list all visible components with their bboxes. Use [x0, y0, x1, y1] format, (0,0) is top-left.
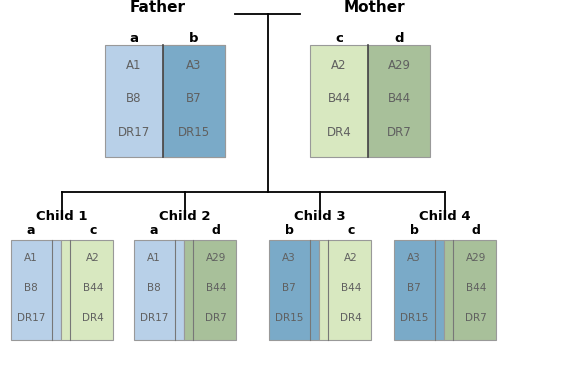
Text: DR4: DR4	[327, 126, 351, 139]
Text: Child 4: Child 4	[419, 209, 471, 223]
Text: A1: A1	[126, 59, 142, 72]
Text: d: d	[212, 224, 221, 236]
Text: DR4: DR4	[82, 313, 104, 323]
Text: B44: B44	[341, 283, 362, 293]
Text: B7: B7	[407, 283, 421, 293]
Text: A3: A3	[282, 253, 296, 263]
FancyBboxPatch shape	[105, 45, 225, 157]
Text: DR7: DR7	[205, 313, 227, 323]
Text: A3: A3	[407, 253, 421, 263]
Text: A1: A1	[24, 253, 38, 263]
FancyBboxPatch shape	[394, 240, 444, 340]
Text: DR7: DR7	[387, 126, 411, 139]
Text: Mother: Mother	[343, 0, 405, 15]
Text: a: a	[27, 224, 35, 236]
Text: d: d	[472, 224, 481, 236]
FancyBboxPatch shape	[368, 45, 430, 157]
FancyBboxPatch shape	[269, 240, 319, 340]
FancyBboxPatch shape	[61, 240, 113, 340]
Text: c: c	[90, 224, 97, 236]
Text: B44: B44	[466, 283, 486, 293]
FancyBboxPatch shape	[134, 240, 184, 340]
Text: DR17: DR17	[118, 126, 150, 139]
Text: DR15: DR15	[275, 313, 303, 323]
Text: b: b	[190, 31, 199, 45]
Text: DR17: DR17	[17, 313, 45, 323]
Text: d: d	[394, 31, 404, 45]
Text: c: c	[347, 224, 355, 236]
Text: A2: A2	[331, 59, 347, 72]
Text: B44: B44	[83, 283, 103, 293]
FancyBboxPatch shape	[310, 45, 368, 157]
Text: A1: A1	[147, 253, 161, 263]
Text: A2: A2	[86, 253, 100, 263]
FancyBboxPatch shape	[184, 240, 236, 340]
Text: B8: B8	[147, 283, 161, 293]
Text: Child 2: Child 2	[159, 209, 211, 223]
Text: Child 3: Child 3	[294, 209, 346, 223]
Text: B44: B44	[387, 92, 411, 105]
Text: DR17: DR17	[140, 313, 168, 323]
FancyBboxPatch shape	[319, 240, 371, 340]
Text: DR15: DR15	[178, 126, 210, 139]
Text: a: a	[130, 31, 139, 45]
Text: B8: B8	[24, 283, 38, 293]
Text: A29: A29	[206, 253, 226, 263]
Text: A29: A29	[466, 253, 486, 263]
Text: b: b	[409, 224, 418, 236]
Text: B7: B7	[186, 92, 202, 105]
FancyBboxPatch shape	[444, 240, 496, 340]
Text: b: b	[285, 224, 293, 236]
Text: B8: B8	[126, 92, 142, 105]
Text: c: c	[335, 31, 343, 45]
Text: A3: A3	[186, 59, 202, 72]
Text: A29: A29	[387, 59, 411, 72]
Text: a: a	[150, 224, 158, 236]
Text: Child 1: Child 1	[36, 209, 88, 223]
FancyBboxPatch shape	[11, 240, 61, 340]
Text: DR7: DR7	[465, 313, 487, 323]
Text: A2: A2	[345, 253, 358, 263]
FancyBboxPatch shape	[163, 45, 225, 157]
Text: B7: B7	[282, 283, 296, 293]
Text: DR4: DR4	[340, 313, 362, 323]
Text: B44: B44	[206, 283, 226, 293]
Text: DR15: DR15	[400, 313, 428, 323]
Text: Father: Father	[129, 0, 185, 15]
Text: B44: B44	[328, 92, 351, 105]
